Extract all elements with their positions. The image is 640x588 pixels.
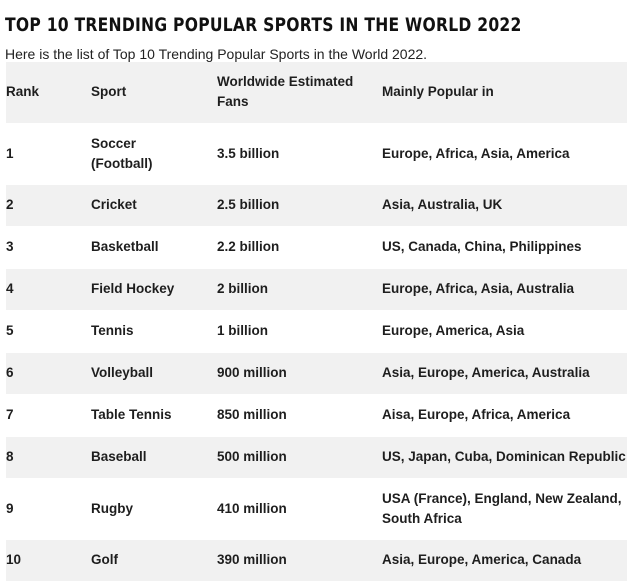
table-row: 8 Baseball 500 million US, Japan, Cuba, …: [6, 436, 627, 478]
sport-cell: Baseball: [91, 449, 147, 464]
table-header-row: Rank Sport Worldwide Estimated Fans Main…: [6, 62, 627, 123]
sport-cell: Soccer (Football): [91, 135, 153, 171]
fans-cell: 2.5 billion: [217, 197, 280, 212]
rank-cell: 3: [6, 239, 14, 254]
rank-cell: 6: [6, 365, 14, 380]
rank-cell: 4: [6, 281, 14, 296]
fans-cell: 2 billion: [217, 281, 269, 296]
fans-cell: 3.5 billion: [217, 145, 280, 161]
table-row: 1 Soccer (Football) 3.5 billion Europe, …: [6, 123, 627, 184]
sport-cell: Table Tennis: [91, 407, 172, 422]
table-row: 5 Tennis 1 billion Europe, America, Asia: [6, 310, 627, 352]
rank-cell: 10: [6, 552, 22, 567]
fans-cell: 850 million: [217, 407, 287, 422]
region-cell: US, Canada, China, Philippines: [382, 239, 582, 254]
header-sport: Sport: [91, 84, 127, 100]
fans-cell: 410 million: [217, 500, 287, 516]
fans-cell: 1 billion: [217, 323, 269, 338]
region-cell: Europe, Africa, Asia, Australia: [382, 281, 575, 296]
fans-cell: 2.2 billion: [217, 239, 280, 254]
fans-cell: 900 million: [217, 365, 287, 380]
sport-cell: Rugby: [91, 500, 133, 516]
region-cell: Europe, America, Asia: [382, 323, 525, 338]
page-title: TOP 10 TRENDING POPULAR SPORTS IN THE WO…: [5, 13, 522, 36]
fans-cell: 390 million: [217, 552, 287, 567]
rank-cell: 9: [6, 500, 14, 516]
sport-cell: Golf: [91, 552, 118, 567]
region-cell: Asia, Europe, America, Australia: [382, 365, 590, 380]
region-cell: Europe, Africa, Asia, America: [382, 145, 570, 161]
fans-cell: 500 million: [217, 449, 287, 464]
sport-cell: Volleyball: [91, 365, 154, 380]
table-row: 3 Basketball 2.2 billion US, Canada, Chi…: [6, 226, 627, 268]
rank-cell: 7: [6, 407, 14, 422]
rank-cell: 1: [6, 145, 14, 161]
table-row: 2 Cricket 2.5 billion Asia, Australia, U…: [6, 184, 627, 226]
region-cell: Asia, Australia, UK: [382, 197, 503, 212]
table-row: 9 Rugby 410 million USA (France), Englan…: [6, 478, 627, 539]
region-cell: Asia, Europe, America, Canada: [382, 552, 582, 567]
header-fans: Worldwide Estimated Fans: [217, 74, 354, 110]
region-cell: US, Japan, Cuba, Dominican Republic: [382, 449, 626, 464]
region-cell: Aisa, Europe, Africa, America: [382, 407, 571, 422]
rank-cell: 5: [6, 323, 14, 338]
rank-cell: 2: [6, 197, 14, 212]
table-row: 7 Table Tennis 850 million Aisa, Europe,…: [6, 394, 627, 436]
sport-cell: Field Hockey: [91, 281, 175, 296]
header-rank: Rank: [6, 84, 40, 100]
sport-cell: Cricket: [91, 197, 137, 212]
table-row: 10 Golf 390 million Asia, Europe, Americ…: [6, 539, 627, 581]
sport-cell: Basketball: [91, 239, 159, 254]
table-row: 4 Field Hockey 2 billion Europe, Africa,…: [6, 268, 627, 310]
table-row: 6 Volleyball 900 million Asia, Europe, A…: [6, 352, 627, 394]
rank-cell: 8: [6, 449, 14, 464]
sports-table: Rank Sport Worldwide Estimated Fans Main…: [6, 62, 627, 582]
region-cell: USA (France), England, New Zealand, Sout…: [382, 490, 622, 526]
header-region: Mainly Popular in: [382, 84, 494, 100]
intro-text: Here is the list of Top 10 Trending Popu…: [5, 46, 428, 62]
sport-cell: Tennis: [91, 323, 134, 338]
